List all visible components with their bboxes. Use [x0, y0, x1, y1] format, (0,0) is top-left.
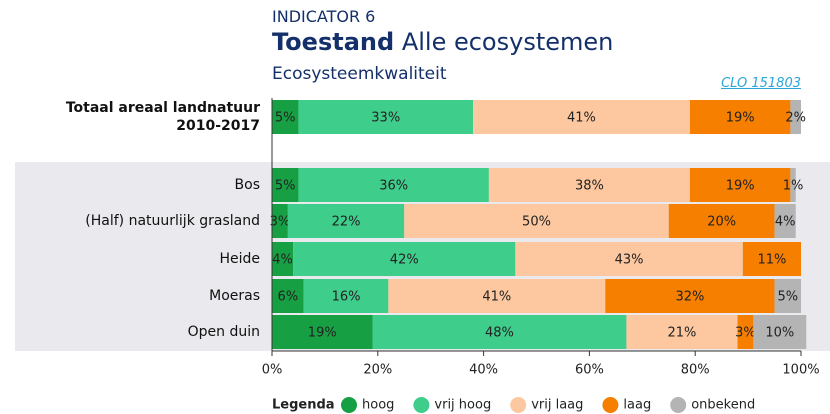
bar-segment: [272, 315, 373, 349]
x-tick-label: 60%: [575, 363, 604, 378]
value-label: 41%: [567, 111, 596, 126]
bar-segment: [272, 279, 304, 313]
legend-swatch: [510, 397, 527, 413]
bar-segment: [668, 204, 775, 238]
bar-segment: [388, 279, 606, 313]
category-label: Open duin: [187, 324, 260, 340]
bar-segment: [790, 168, 796, 202]
kicker: INDICATOR 6: [272, 7, 376, 26]
legend-label: onbekend: [691, 398, 755, 413]
title-block: Toestand Alle ecosystemen: [272, 28, 613, 56]
bar-segment: [753, 315, 807, 349]
value-label: 33%: [371, 111, 400, 126]
value-label: 2%: [785, 111, 806, 126]
category-label: Moeras: [209, 288, 260, 304]
bar-segment: [298, 100, 474, 134]
title-bold: Toestand: [272, 28, 395, 56]
value-label: 4%: [775, 215, 796, 230]
bar-segment: [774, 279, 801, 313]
x-tick-label: 80%: [681, 363, 710, 378]
bar-segment: [404, 204, 669, 238]
value-label: 16%: [332, 290, 361, 305]
bar-segment: [372, 315, 627, 349]
x-tick-label: 100%: [782, 363, 819, 378]
clo-link[interactable]: CLO 151803: [721, 76, 801, 91]
legend-swatch: [602, 397, 619, 413]
value-label: 32%: [675, 290, 704, 305]
category-label: Totaal areaal landnatuur 2010-2017: [65, 100, 260, 134]
value-label: 1%: [783, 179, 804, 194]
value-label: 11%: [757, 253, 786, 268]
bar-segment: [303, 279, 389, 313]
value-label: 42%: [390, 253, 419, 268]
value-label: 10%: [765, 326, 794, 341]
bar-segment: [689, 168, 791, 202]
category-label: (Half) natuurlijk grasland: [85, 213, 260, 229]
bar-segment: [272, 168, 299, 202]
subtitle: Ecosysteemkwaliteit: [272, 64, 447, 84]
title: Alle ecosystemen: [401, 28, 614, 56]
legend-swatch: [413, 397, 430, 413]
legend-label: hoog: [362, 398, 394, 413]
value-label: 4%: [272, 253, 293, 268]
bar-segment: [515, 242, 743, 276]
value-label: 48%: [485, 326, 514, 341]
bar-segment: [689, 100, 791, 134]
value-label: 20%: [707, 215, 736, 230]
legend-label: vrij laag: [531, 398, 583, 413]
x-tick-label: 0%: [262, 363, 283, 378]
value-label: 19%: [726, 111, 755, 126]
bar-segment: [742, 242, 801, 276]
bar-segment: [488, 168, 690, 202]
value-label: 19%: [726, 179, 755, 194]
x-tick-label: 20%: [363, 363, 392, 378]
legend-title: Legenda: [272, 398, 335, 413]
bar-segment: [605, 279, 775, 313]
legend-swatch: [670, 397, 687, 413]
legend-label: laag: [623, 398, 651, 413]
value-label: 41%: [482, 290, 511, 305]
bar-segment: [774, 204, 796, 238]
bar-segment: [287, 204, 405, 238]
legend-label: vrij hoog: [434, 398, 491, 413]
bar-segment: [293, 242, 516, 276]
value-label: 3%: [735, 326, 756, 341]
value-label: 22%: [332, 215, 361, 230]
category-label: Bos: [234, 177, 260, 193]
bar-segment: [272, 204, 288, 238]
value-label: 6%: [278, 290, 299, 305]
category-label: Heide: [219, 251, 260, 267]
bar-segment: [298, 168, 489, 202]
value-label: 3%: [270, 215, 291, 230]
value-label: 38%: [575, 179, 604, 194]
value-label: 19%: [308, 326, 337, 341]
x-tick-label: 40%: [469, 363, 498, 378]
value-label: 5%: [275, 111, 296, 126]
value-label: 5%: [777, 290, 798, 305]
bar-segment: [473, 100, 690, 134]
value-label: 5%: [275, 179, 296, 194]
bar-segment: [626, 315, 738, 349]
bar-segment: [272, 242, 294, 276]
bar-segment: [737, 315, 754, 349]
value-label: 36%: [379, 179, 408, 194]
bar-segment: [272, 100, 299, 134]
legend-swatch: [341, 397, 357, 413]
value-label: 21%: [668, 326, 697, 341]
bar-segment: [790, 100, 801, 134]
value-label: 43%: [615, 253, 644, 268]
value-label: 50%: [522, 215, 551, 230]
